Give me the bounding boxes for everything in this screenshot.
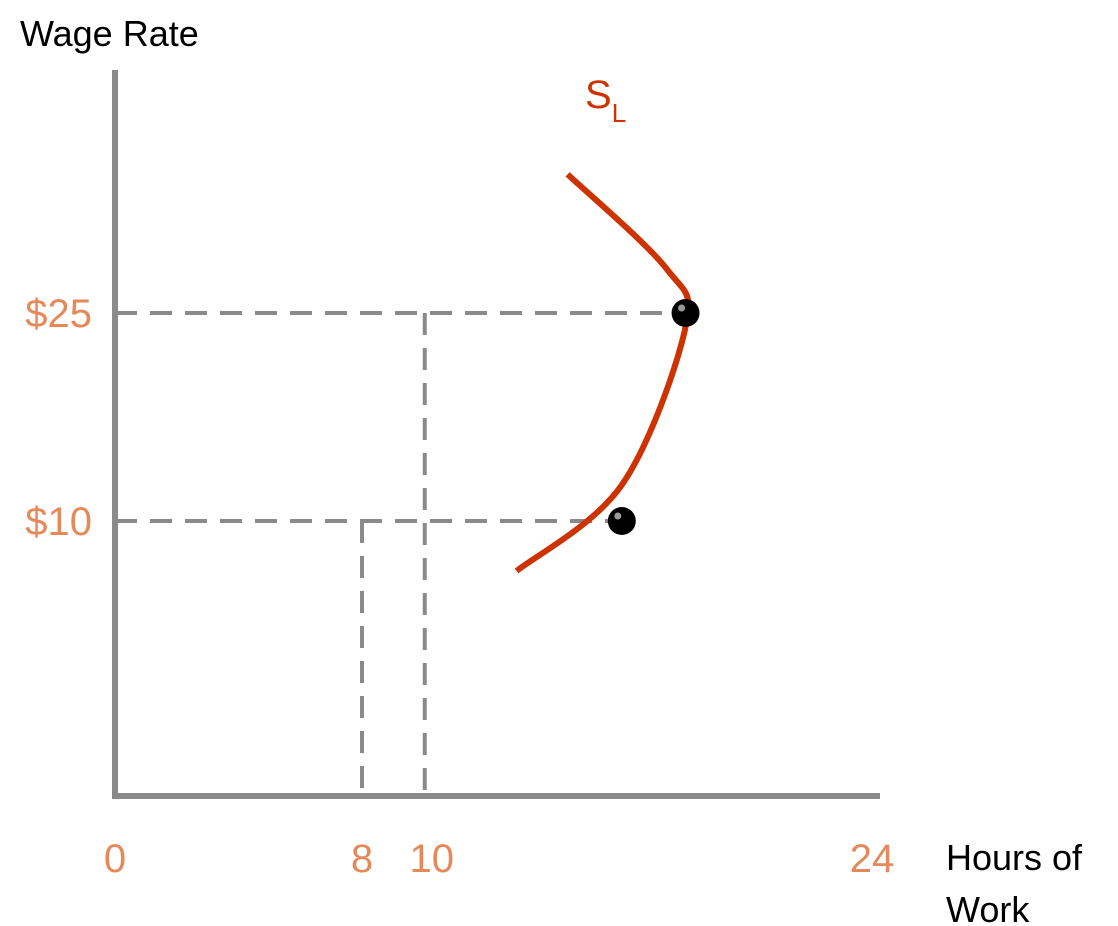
marker-1	[671, 299, 700, 327]
x-tick-label-2: 10	[410, 837, 455, 881]
x-tick-label-3: 24	[850, 837, 895, 881]
marker-highlight-1	[678, 304, 686, 312]
y-tick-label-0: $10	[25, 500, 92, 544]
marker-0	[607, 507, 636, 535]
x-tick-label-0: 0	[104, 837, 126, 881]
x-tick-label-1: 8	[351, 837, 373, 881]
y-tick-label-1: $25	[25, 292, 92, 336]
y-axis-label: Wage Rate	[20, 13, 199, 54]
marker-highlight-0	[614, 512, 622, 520]
series-label-subscript: L	[612, 98, 626, 128]
x-axis-label-line-2: Work	[946, 889, 1030, 926]
x-axis-label-line-1: Hours of	[946, 837, 1083, 878]
series-label: SL	[585, 73, 626, 128]
supply-curve	[514, 172, 692, 574]
series-label-main: S	[585, 73, 612, 117]
